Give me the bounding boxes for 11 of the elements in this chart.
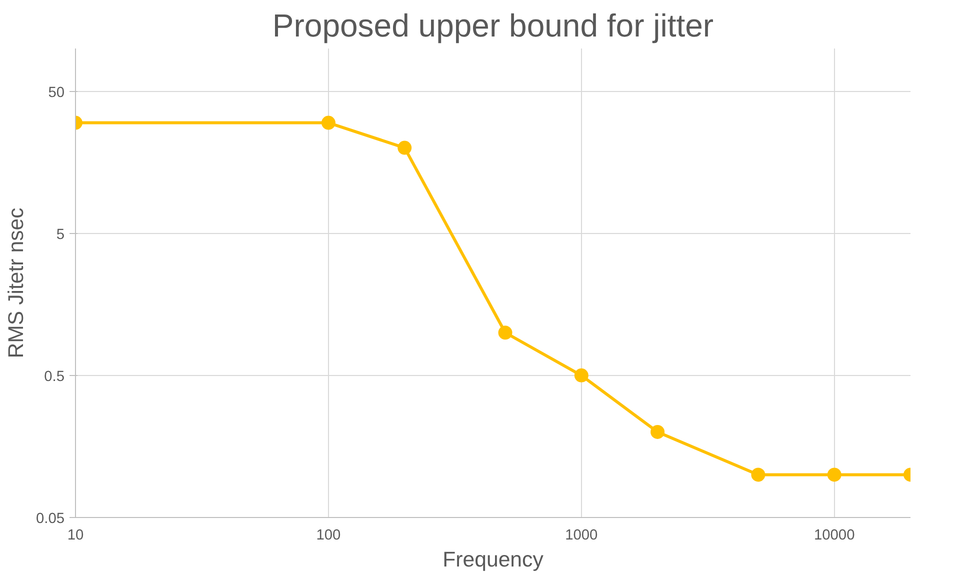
x-tick-label: 1000 xyxy=(565,528,598,544)
x-tick-label: 100 xyxy=(316,528,341,544)
y-axis-title: RMS Jitetr nsec xyxy=(4,207,28,358)
x-tick-label: 10 xyxy=(67,528,84,544)
y-tick-label: 50 xyxy=(48,84,65,101)
x-axis-title: Frequency xyxy=(442,548,544,572)
y-tick-label: 0.5 xyxy=(44,368,64,385)
chart-title: Proposed upper bound for jitter xyxy=(272,8,714,44)
y-tick-label: 0.05 xyxy=(36,511,65,527)
y-tick-label: 5 xyxy=(56,226,65,243)
x-tick-label: 10000 xyxy=(814,528,855,544)
